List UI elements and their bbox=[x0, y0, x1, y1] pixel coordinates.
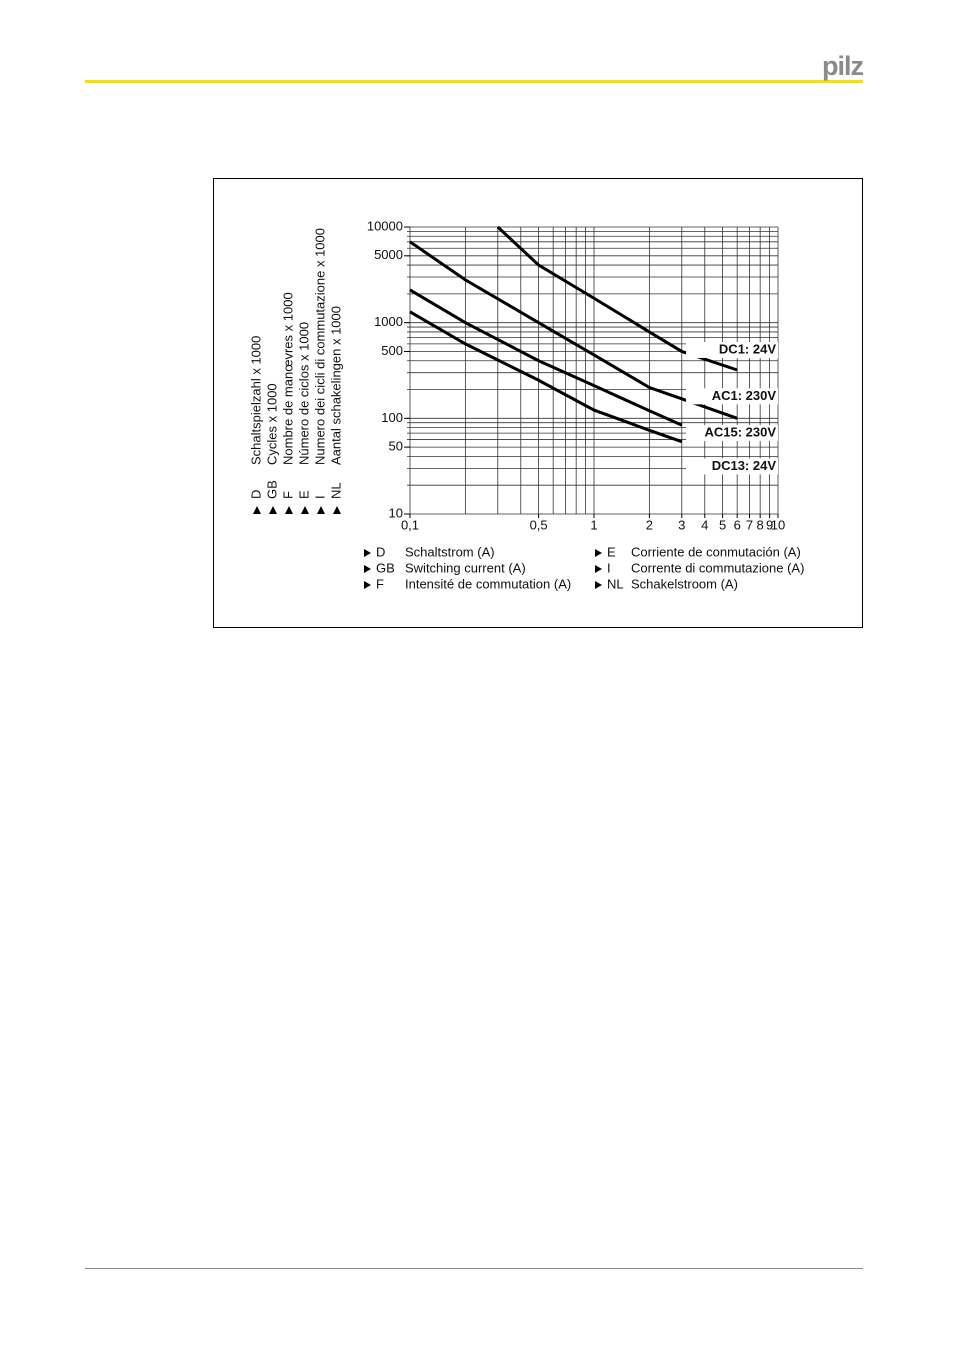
y-tick-label: 100 bbox=[381, 410, 403, 425]
x-tick-label: 7 bbox=[746, 517, 753, 532]
y-axis-code: D bbox=[248, 490, 263, 499]
bullet-triangle bbox=[317, 506, 325, 514]
bullet-triangle bbox=[364, 581, 371, 589]
x-tick-label: 4 bbox=[701, 517, 708, 532]
y-axis-label: Número de ciclos x 1000 bbox=[296, 322, 311, 465]
x-axis-code: I bbox=[607, 560, 611, 575]
y-tick-label: 10 bbox=[389, 505, 403, 520]
x-tick-label: 9 bbox=[766, 517, 773, 532]
series-label: AC1: 230V bbox=[712, 388, 777, 403]
x-tick-label: 6 bbox=[734, 517, 741, 532]
bullet-triangle bbox=[301, 506, 309, 514]
series-label-bg bbox=[686, 425, 778, 442]
series-label-bg bbox=[686, 388, 778, 405]
x-axis-label: Intensité de commutation (A) bbox=[405, 576, 571, 591]
x-axis-label: Schakelstroom (A) bbox=[631, 576, 738, 591]
header-rule bbox=[85, 80, 863, 83]
x-axis-label: Schaltstrom (A) bbox=[405, 544, 495, 559]
x-tick-label: 1 bbox=[590, 517, 597, 532]
series-label-bg bbox=[686, 458, 778, 475]
series-line bbox=[409, 310, 683, 444]
series-label-bg bbox=[686, 342, 778, 359]
y-tick-label: 10000 bbox=[367, 218, 403, 233]
x-tick-label: 0,5 bbox=[530, 517, 548, 532]
x-tick-label: 8 bbox=[757, 517, 764, 532]
series-line bbox=[409, 288, 683, 427]
bullet-triangle bbox=[595, 581, 602, 589]
bullet-triangle bbox=[364, 549, 371, 557]
figure-frame bbox=[213, 178, 863, 628]
footer-rule bbox=[85, 1268, 863, 1269]
x-axis-label: Corriente de conmutación (A) bbox=[631, 544, 801, 559]
y-axis-label: Cycles x 1000 bbox=[264, 383, 279, 465]
bullet-triangle bbox=[253, 506, 261, 514]
bullet-triangle bbox=[333, 506, 341, 514]
y-tick-label: 5000 bbox=[374, 247, 403, 262]
bullet-triangle bbox=[595, 549, 602, 557]
y-axis-label: Aantal schakelingen x 1000 bbox=[328, 306, 343, 465]
x-tick-label: 5 bbox=[719, 517, 726, 532]
y-axis-code: I bbox=[312, 495, 327, 499]
bullet-triangle bbox=[285, 506, 293, 514]
y-axis-label: Schaltspielzahl x 1000 bbox=[248, 336, 263, 465]
bullet-triangle bbox=[269, 506, 277, 514]
x-tick-label: 0,1 bbox=[401, 517, 419, 532]
x-axis-code: E bbox=[607, 544, 616, 559]
y-axis-label: Numero dei cicli di commutazione x 1000 bbox=[312, 228, 327, 465]
x-axis-code: GB bbox=[376, 560, 395, 575]
series-label: DC13: 24V bbox=[712, 458, 777, 473]
bullet-triangle bbox=[595, 565, 602, 573]
y-axis-label: Nombre de manœvres x 1000 bbox=[280, 292, 295, 465]
series-label: DC1: 24V bbox=[719, 341, 776, 356]
series-label: AC15: 230V bbox=[704, 425, 776, 440]
logo: pilz bbox=[822, 51, 863, 81]
x-tick-label: 2 bbox=[646, 517, 653, 532]
y-axis-code: F bbox=[280, 491, 295, 499]
y-tick-label: 1000 bbox=[374, 314, 403, 329]
y-axis-code: NL bbox=[328, 482, 343, 499]
x-axis-label: Corrente di commutazione (A) bbox=[631, 560, 804, 575]
y-axis-code: GB bbox=[264, 480, 279, 499]
y-tick-label: 500 bbox=[381, 343, 403, 358]
x-axis-label: Switching current (A) bbox=[405, 560, 526, 575]
x-tick-label: 3 bbox=[678, 517, 685, 532]
x-axis-code: D bbox=[376, 544, 385, 559]
x-tick-label: 10 bbox=[771, 517, 785, 532]
y-tick-label: 50 bbox=[389, 439, 403, 454]
series-line bbox=[409, 240, 738, 420]
y-axis-code: E bbox=[296, 490, 311, 499]
bullet-triangle bbox=[364, 565, 371, 573]
x-axis-code: F bbox=[376, 576, 384, 591]
x-axis-code: NL bbox=[607, 576, 624, 591]
